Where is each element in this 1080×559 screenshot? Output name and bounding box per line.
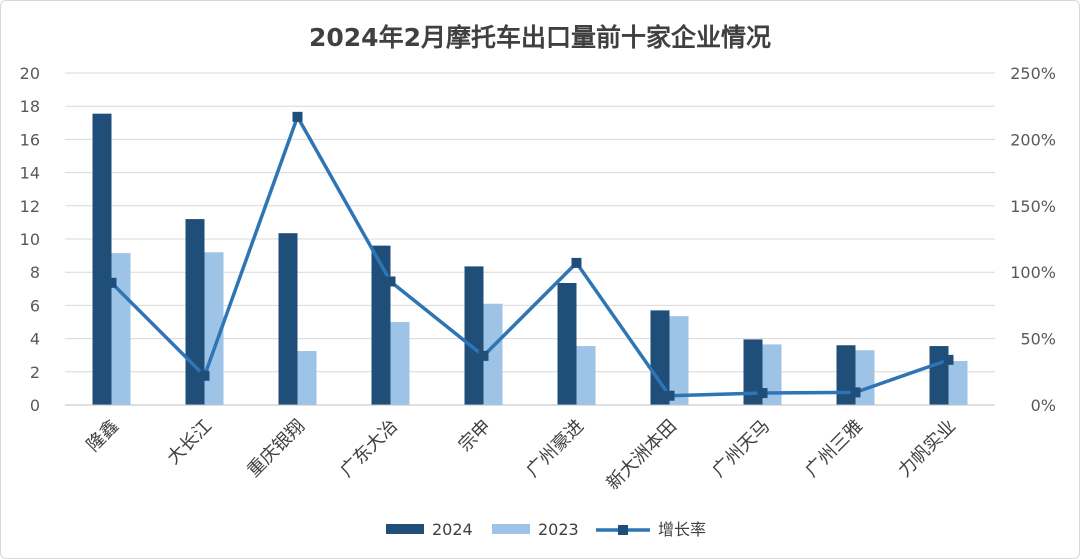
y-left-tick-label: 8 <box>30 263 40 282</box>
bar-2024 <box>557 282 577 405</box>
bar-2023 <box>111 253 131 405</box>
y-right-tick-label: 150% <box>1010 197 1056 216</box>
growth-marker <box>943 354 954 365</box>
y-left-tick-label: 4 <box>30 330 40 349</box>
y-left-tick-label: 2 <box>30 363 40 382</box>
y-left-tick-label: 18 <box>20 97 40 116</box>
bar-2023 <box>390 322 410 405</box>
y-right-tick-label: 0% <box>1031 396 1056 415</box>
bar-2023 <box>576 346 596 405</box>
chart-title: 2024年2月摩托车出口量前十家企业情况 <box>309 23 771 52</box>
legend-swatch-2024 <box>386 524 424 534</box>
y-left-tick-label: 12 <box>20 197 40 216</box>
growth-marker <box>106 277 117 288</box>
legend-label-2024: 2024 <box>432 520 473 539</box>
bar-2024 <box>278 233 298 405</box>
legend-swatch-2023 <box>492 524 530 534</box>
y-right-tick-label: 200% <box>1010 130 1056 149</box>
growth-marker <box>199 370 210 381</box>
legend-marker-growth <box>618 525 628 535</box>
category-label: 隆鑫 <box>83 416 123 456</box>
bar-2024 <box>371 245 391 405</box>
y-right-tick-label: 100% <box>1010 263 1056 282</box>
category-label: 广东大冶 <box>336 416 402 482</box>
y-left-tick-label: 16 <box>20 130 40 149</box>
bar-2024 <box>464 266 484 405</box>
y-left-tick-label: 20 <box>20 64 40 83</box>
category-label: 力帆实业 <box>894 416 960 482</box>
bar-2023 <box>669 316 689 405</box>
legend-label-2023: 2023 <box>538 520 579 539</box>
y-left-tick-label: 6 <box>30 296 40 315</box>
y-left-tick-label: 14 <box>20 164 40 183</box>
bar-2024 <box>92 113 112 406</box>
growth-line <box>110 115 950 398</box>
bar-2023 <box>948 361 968 405</box>
growth-marker <box>571 257 582 268</box>
bar-2023 <box>483 303 503 405</box>
category-label: 大长江 <box>163 416 216 469</box>
y-left-tick-label: 10 <box>20 230 40 249</box>
growth-marker <box>478 350 489 361</box>
category-label: 宗申 <box>455 416 495 456</box>
growth-marker <box>757 388 768 399</box>
y-right-tick-label: 250% <box>1010 64 1056 83</box>
growth-marker <box>292 111 303 122</box>
legend-label-growth: 增长率 <box>658 520 706 539</box>
category-label: 新大洲本田 <box>603 416 681 494</box>
category-label: 广州天马 <box>708 416 774 482</box>
growth-marker <box>664 390 675 401</box>
category-label: 重庆银翔 <box>243 416 309 482</box>
y-left-tick-label: 0 <box>30 396 40 415</box>
bar-2024 <box>650 310 670 405</box>
growth-marker <box>385 276 396 287</box>
growth-marker <box>850 387 861 398</box>
bar-2024 <box>185 219 205 405</box>
category-label: 广州豪进 <box>522 416 588 482</box>
y-right-tick-label: 50% <box>1020 330 1056 349</box>
category-label: 广州三雅 <box>801 416 867 482</box>
bar-2023 <box>297 351 317 405</box>
